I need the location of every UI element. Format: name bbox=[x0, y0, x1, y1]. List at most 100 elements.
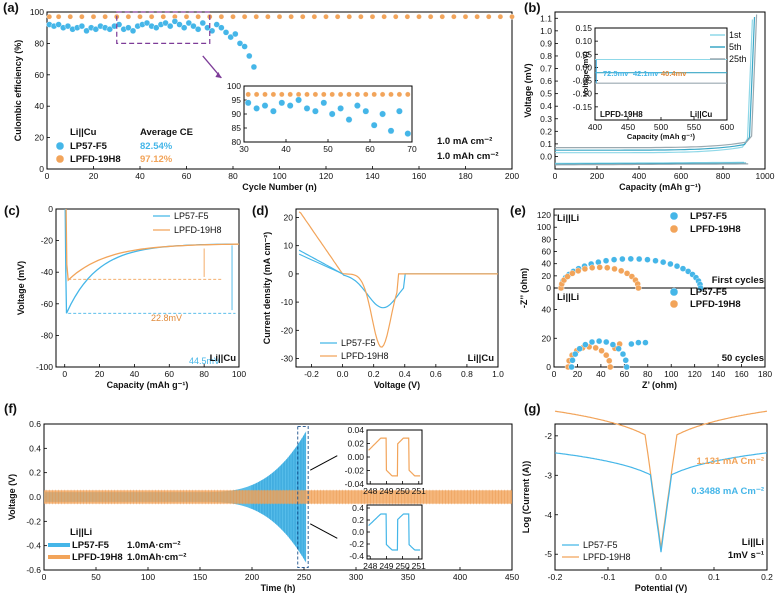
e-point-first-LPFD-19H8 bbox=[623, 270, 631, 277]
e-point-50-LP57-F5 bbox=[635, 339, 642, 346]
a-x-tick-label: 180 bbox=[458, 171, 472, 181]
e-label-50-cycles: 50 cycles bbox=[722, 353, 764, 364]
a-inset-point-LP57-F5 bbox=[244, 99, 252, 107]
e-top-y-tick-label: 120 bbox=[537, 210, 551, 220]
b-y-axis-label: Voltage (mV) bbox=[523, 63, 533, 117]
a-inset-point-LPFD-19H8 bbox=[354, 91, 361, 98]
a-point-LP57-F5 bbox=[208, 27, 216, 35]
b-inset-x-tick-label: 450 bbox=[621, 122, 635, 132]
b-y-tick-label: 0.1 bbox=[540, 139, 552, 149]
f-legend-LPFD-19H8: LPFD-19H8 bbox=[72, 552, 123, 563]
e-point-first-LPFD-19H8 bbox=[581, 265, 589, 273]
b-inset-x-tick-label: 500 bbox=[654, 122, 668, 132]
c-x-tick-label: 100 bbox=[232, 369, 246, 379]
b-x-tick-label: 400 bbox=[632, 171, 646, 181]
a-point-LP57-F5 bbox=[227, 33, 234, 41]
a-point-LPFD-19H8 bbox=[451, 13, 457, 20]
d-x-tick-label: 1.0 bbox=[492, 369, 504, 379]
e-legend-bottom-LPFD-19H8: LPFD-19H8 bbox=[690, 299, 741, 310]
a-point-LPFD-19H8 bbox=[358, 13, 364, 20]
a-zoom-arrowhead bbox=[215, 71, 222, 78]
b-inset-y-tick-label: 0.00 bbox=[575, 62, 592, 72]
f-inset-bottom-x-tick-label: 249 bbox=[379, 561, 393, 571]
a-point-LPFD-19H8 bbox=[148, 13, 155, 20]
a-inset-point-LPFD-19H8 bbox=[388, 91, 394, 98]
f-inset-bottom-y-tick-label: 0.0 bbox=[352, 527, 364, 537]
a-point-LP57-F5 bbox=[115, 21, 123, 28]
e-bottom-x-tick-label: 140 bbox=[711, 369, 725, 379]
c-x-tick-label: 40 bbox=[130, 369, 140, 379]
f-legend-LP57-F5: LP57-F5 bbox=[72, 540, 110, 551]
e-y-axis-label: -Z’’ (ohm) bbox=[519, 268, 529, 308]
d-legend-LPFD-19H8: LPFD-19H8 bbox=[341, 351, 389, 361]
b-x-tick-label: 800 bbox=[716, 171, 730, 181]
a-point-LPFD-19H8 bbox=[311, 13, 318, 20]
f-x-tick-label: 200 bbox=[245, 572, 259, 582]
f-inset-bottom-y-tick-label: 0.2 bbox=[352, 515, 364, 525]
g-annotation-cell: Li||Li bbox=[742, 537, 764, 548]
f-inset-top-y-tick-label: 0.00 bbox=[347, 452, 364, 462]
e-legend-top-LPFD-19H8: LPFD-19H8 bbox=[690, 224, 741, 235]
a-point-LP57-F5 bbox=[176, 21, 183, 28]
c-y-tick-label: -100 bbox=[36, 362, 53, 372]
a-legend-LPFD-19H8: LPFD-19H8 bbox=[70, 154, 121, 165]
a-point-LP57-F5 bbox=[185, 19, 193, 27]
b-inset-bg bbox=[595, 28, 727, 120]
b-legend-1st: 1st bbox=[729, 30, 742, 40]
f-legend-title: Li||Li bbox=[70, 527, 92, 538]
a-x-tick-label: 0 bbox=[45, 171, 50, 181]
a-point-LP57-F5 bbox=[236, 40, 244, 47]
e-point-first-LP57-F5 bbox=[652, 257, 659, 264]
c-y-axis-label: Voltage (mV) bbox=[16, 261, 26, 315]
f-x-tick-label: 100 bbox=[141, 572, 155, 582]
a-inset-point-LPFD-19H8 bbox=[337, 91, 344, 98]
f-x-tick-label: 50 bbox=[91, 572, 101, 582]
f-inset-top-y-tick-label: -0.04 bbox=[345, 479, 365, 489]
a-inset-point-LP57-F5 bbox=[337, 105, 344, 112]
g-x-tick-label: 0.0 bbox=[655, 572, 667, 582]
f-inset-bottom-bg bbox=[367, 505, 422, 559]
a-x-axis-label: Cycle Number (n) bbox=[242, 182, 317, 192]
b-inset-gap-1: 72.5mv bbox=[603, 69, 629, 78]
a-point-LPFD-19H8 bbox=[497, 13, 504, 20]
e-point-first-LP57-F5 bbox=[673, 262, 681, 270]
a-legend-marker-LP57-F5 bbox=[55, 141, 65, 151]
a-point-LPFD-19H8 bbox=[218, 13, 225, 20]
a-point-LP57-F5 bbox=[143, 19, 151, 27]
a-point-LPFD-19H8 bbox=[346, 13, 353, 20]
g-legend-LPFD-19H8: LPFD-19H8 bbox=[583, 552, 631, 562]
c-x-tick-label: 0 bbox=[62, 369, 67, 379]
e-legend-bottom-LP57-F5: LP57-F5 bbox=[690, 287, 728, 298]
a-point-LPFD-19H8 bbox=[416, 13, 422, 20]
a-inset-point-LP57-F5 bbox=[370, 121, 378, 129]
a-point-LP57-F5 bbox=[171, 18, 179, 25]
g-value-LPFD-19H8: 1.131 mA Cm⁻² bbox=[697, 456, 765, 467]
e-point-50-LP57-F5 bbox=[642, 339, 649, 346]
a-point-LPFD-19H8 bbox=[288, 13, 294, 20]
e-legend-marker-bottom-LPFD-19H8 bbox=[669, 299, 679, 309]
c-annotation-cell: Li||Cu bbox=[210, 353, 237, 364]
e-bottom-x-tick-label: 120 bbox=[688, 369, 702, 379]
a-point-LP57-F5 bbox=[250, 63, 258, 71]
f-inset-bottom-y-tick-label: 0.4 bbox=[352, 503, 364, 513]
a-inset-point-LP57-F5 bbox=[320, 99, 328, 107]
panel-label-d: (d) bbox=[252, 203, 269, 218]
e-point-50-LP57-F5 bbox=[595, 337, 603, 345]
a-point-LP57-F5 bbox=[218, 24, 225, 31]
c-plot-frame bbox=[55, 208, 240, 368]
a-point-LP57-F5 bbox=[83, 27, 90, 35]
e-bottom-x-tick-label: 180 bbox=[758, 369, 772, 379]
b-x-tick-label: 1000 bbox=[756, 171, 775, 181]
e-point-first-LPFD-19H8 bbox=[569, 270, 576, 277]
f-arrow-top bbox=[310, 455, 338, 471]
d-x-tick-label: 0.8 bbox=[461, 369, 473, 379]
d-plot-frame bbox=[295, 208, 499, 368]
a-inset-point-LPFD-19H8 bbox=[262, 91, 268, 98]
g-x-axis-label: Potential (V) bbox=[635, 583, 688, 593]
a-legend-title: Li||Cu bbox=[70, 127, 97, 138]
d-y-tick-label: 0 bbox=[288, 269, 293, 279]
a-inset-point-LPFD-19H8 bbox=[379, 91, 386, 98]
g-x-tick-label: 0.1 bbox=[708, 572, 720, 582]
f-inset-top-y-tick-label: 0.04 bbox=[347, 425, 364, 435]
e-label-top-cell: Li||Li bbox=[557, 213, 579, 224]
